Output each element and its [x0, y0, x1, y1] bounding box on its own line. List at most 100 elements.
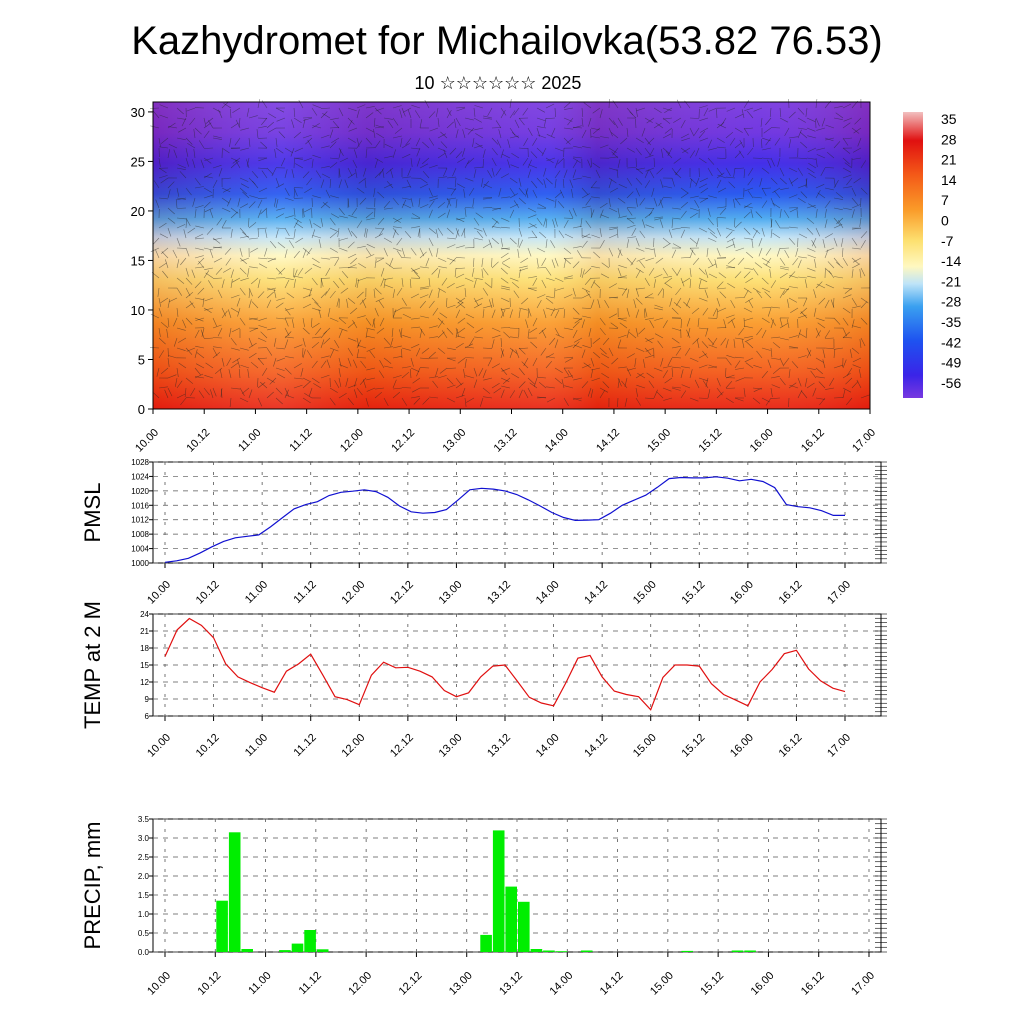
wind-barb: [779, 272, 788, 279]
wind-barb: [406, 179, 412, 189]
wind-barb: [687, 327, 691, 337]
wind-barb: [563, 397, 569, 406]
wind-barb: [437, 347, 446, 354]
wind-barb: [752, 229, 758, 239]
wind-barb: [635, 269, 641, 279]
wind-barb: [761, 138, 763, 149]
wind-barb: [653, 197, 658, 207]
wind-barb: [187, 227, 196, 234]
wind-barb: [797, 259, 802, 269]
wind-barb: [362, 299, 367, 309]
wind-barb: [446, 347, 456, 350]
wind-barb: [770, 319, 774, 329]
wind-barb: [649, 147, 655, 157]
wind-barb: [726, 237, 736, 243]
wind-barb: [500, 309, 506, 319]
precip-bar: [228, 832, 241, 952]
wind-barb: [719, 291, 727, 299]
wind-barb: [825, 284, 835, 289]
wind-barb: [833, 364, 843, 369]
wind-barb: [437, 227, 444, 236]
wind-barb: [680, 229, 685, 239]
wind-barb: [226, 357, 232, 367]
wind-barb: [200, 159, 205, 169]
wind-barb: [711, 337, 718, 346]
wind-barb: [563, 327, 573, 330]
wind-barb: [767, 307, 772, 317]
wind-barb: [689, 369, 693, 379]
wind-barb: [338, 107, 344, 117]
wind-barb: [752, 287, 761, 294]
wind-barb: [337, 227, 340, 237]
wind-barb: [756, 327, 763, 336]
wind-barb: [765, 137, 772, 146]
wind-barb: [198, 140, 205, 149]
wind-barb: [162, 270, 169, 279]
wind-barb: [275, 397, 283, 405]
wind-barb: [509, 177, 518, 184]
y-tick-label: 24: [140, 610, 149, 619]
wind-barb: [293, 269, 298, 279]
wind-barb: [663, 185, 673, 189]
wind-barb: [644, 137, 651, 146]
wind-barb: [816, 154, 826, 159]
x-tick-label: 16.12: [777, 732, 805, 760]
wind-barb: [182, 319, 187, 329]
wind-barb: [185, 347, 193, 355]
wind-barb: [662, 387, 672, 392]
wind-barb: [761, 347, 771, 351]
wind-barb: [799, 333, 808, 339]
wind-barb: [628, 331, 637, 339]
wind-barb: [698, 297, 708, 302]
wind-barb: [563, 219, 569, 229]
wind-barb: [537, 134, 547, 139]
wind-barb: [185, 267, 189, 277]
wind-barb: [491, 237, 499, 245]
wind-barb: [374, 233, 384, 239]
wind-barb: [294, 147, 304, 152]
wind-barb: [295, 163, 304, 169]
wind-barb: [339, 215, 349, 219]
x-tick-label: 12.12: [397, 970, 425, 998]
wind-barb: [383, 279, 386, 289]
wind-barb: [791, 361, 799, 369]
wind-barb: [635, 372, 644, 379]
wind-barb: [707, 366, 717, 369]
wind-barb: [833, 348, 836, 359]
wind-barb: [500, 267, 508, 275]
wind-barb: [626, 236, 636, 239]
wind-barb: [461, 387, 466, 397]
wind-barb: [246, 107, 250, 117]
wind-barb: [789, 346, 799, 349]
wind-barb: [680, 318, 682, 329]
wind-barb: [248, 222, 257, 229]
wind-barb: [320, 217, 324, 227]
wind-barb: [302, 337, 306, 347]
wind-barb: [707, 157, 715, 165]
wind-barb: [401, 387, 412, 389]
wind-barb: [619, 322, 628, 329]
wind-barb: [464, 207, 475, 209]
wind-barb: [592, 162, 601, 169]
wind-barb: [718, 272, 727, 279]
wind-barb: [391, 327, 394, 338]
wind-barb: [673, 302, 682, 309]
wind-barb: [842, 137, 849, 146]
wind-barb: [194, 297, 204, 300]
wind-barb: [555, 287, 565, 291]
wind-barb: [302, 381, 310, 389]
wind-barb: [693, 127, 700, 136]
wind-barb: [491, 297, 494, 307]
wind-barb: [347, 337, 357, 342]
wind-barb: [411, 387, 421, 393]
wind-barb: [422, 397, 430, 405]
wind-barb: [842, 317, 849, 326]
wind-barb: [745, 362, 754, 369]
wind-barb: [541, 279, 547, 289]
pmsl-panel: 10.00 10.12 11.00 11.12 12.00 12.12 13.00 13.12…: [80, 458, 887, 607]
wind-barb: [662, 107, 672, 111]
wind-barb: [568, 370, 574, 379]
wind-barb: [229, 327, 232, 337]
wind-barb: [356, 387, 363, 396]
wind-barb: [230, 307, 239, 313]
